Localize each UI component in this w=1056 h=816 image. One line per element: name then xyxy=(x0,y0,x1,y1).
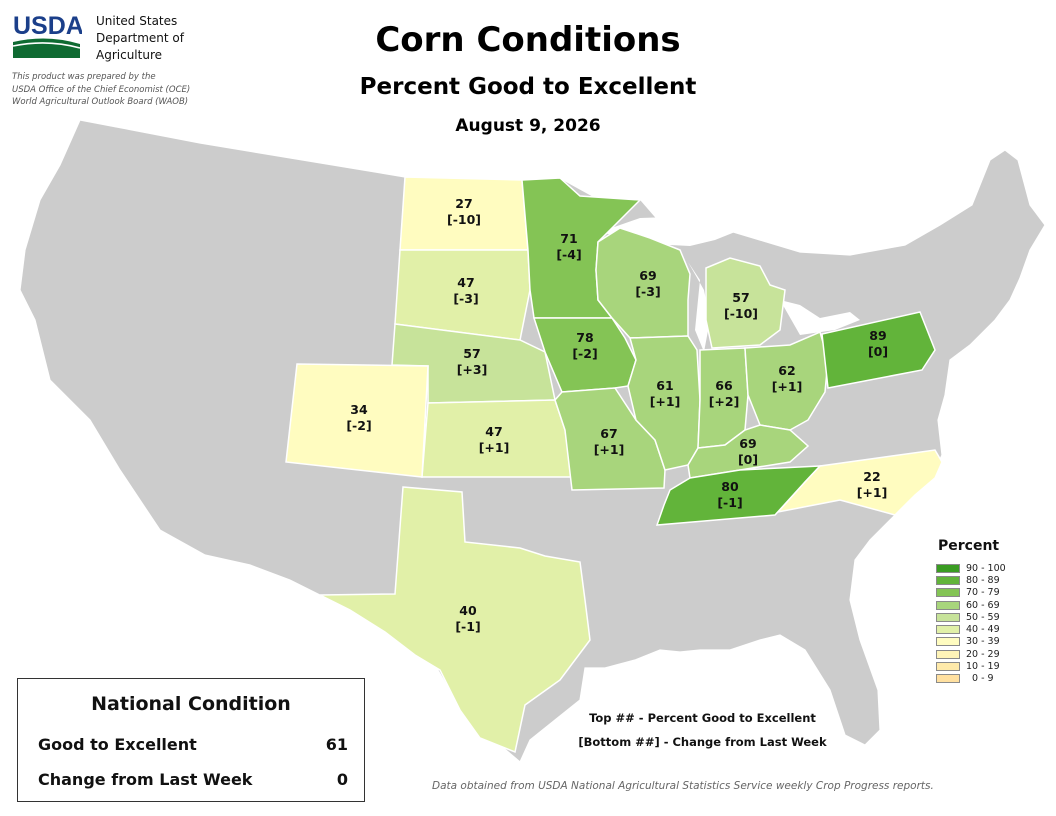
legend: Percent 90 - 100 80 - 89 70 - 79 60 - 69 50 … xyxy=(936,538,1006,685)
legend-swatch xyxy=(936,588,960,598)
national-condition-title: National Condition xyxy=(91,693,291,715)
legend-swatch xyxy=(936,674,960,684)
state-labels: 27 [-10] 47 [-3] 57 [+3] 47 [+1] 34 [-2] 40 [-… xyxy=(346,196,888,634)
legend-item: 50 - 59 xyxy=(936,611,1006,623)
legend-swatch xyxy=(936,662,960,672)
legend-swatch xyxy=(936,612,960,622)
state-north-carolina[interactable] xyxy=(775,449,943,516)
label-indiana: 66 [+2] xyxy=(709,378,740,409)
good-to-excellent-label: Good to Excellent xyxy=(38,735,197,754)
legend-label: 10 - 19 xyxy=(966,661,1000,673)
label-missouri: 67 [+1] xyxy=(594,426,625,457)
label-nebraska: 57 [+3] xyxy=(457,346,488,377)
legend-label: 60 - 69 xyxy=(966,599,1000,611)
legend-swatch xyxy=(936,637,960,647)
national-condition-box: National Condition Good to Excellent 61 … xyxy=(17,678,365,802)
legend-item: 40 - 49 xyxy=(936,623,1006,635)
label-iowa: 78 [-2] xyxy=(572,330,597,361)
legend-item: 20 - 29 xyxy=(936,648,1006,660)
agency-line-1: United States xyxy=(96,14,178,28)
credit-text: This product was prepared by the USDA Of… xyxy=(12,71,190,109)
legend-swatch xyxy=(936,600,960,610)
legend-label: 70 - 79 xyxy=(966,587,1000,599)
label-illinois: 61 [+1] xyxy=(650,378,681,409)
label-minnesota: 71 [-4] xyxy=(556,231,581,262)
state-wisconsin[interactable] xyxy=(595,227,691,339)
change-from-last-week-value: 0 xyxy=(336,770,348,789)
colored-states xyxy=(285,176,943,754)
map-title: Corn Conditions xyxy=(375,20,681,60)
credit-line-2: USDA Office of the Chief Economist (OCE) xyxy=(12,84,191,95)
state-texas[interactable] xyxy=(319,486,591,754)
label-wisconsin: 69 [-3] xyxy=(635,268,660,299)
legend-item: 70 - 79 xyxy=(936,587,1006,599)
label-kansas: 47 [+1] xyxy=(479,424,510,455)
legend-label: 50 - 59 xyxy=(966,611,1000,623)
legend-swatch xyxy=(936,625,960,635)
label-pennsylvania: 89 [0] xyxy=(868,328,888,359)
change-from-last-week-label: Change from Last Week xyxy=(38,770,253,789)
label-colorado: 34 [-2] xyxy=(346,402,371,433)
state-colorado[interactable] xyxy=(285,363,429,478)
lake-michigan xyxy=(688,262,710,352)
credit-line-3: World Agricultural Outlook Board (WAOB) xyxy=(12,97,189,107)
legend-label: 30 - 39 xyxy=(966,636,1000,648)
legend-label: 40 - 49 xyxy=(966,624,1000,636)
label-texas: 40 [-1] xyxy=(455,603,480,634)
label-tennessee: 80 [-1] xyxy=(717,479,742,510)
usda-logo: USDA xyxy=(12,12,82,58)
key-top-text: Top ## - Percent Good to Excellent xyxy=(589,711,816,725)
state-south-dakota[interactable] xyxy=(394,249,531,341)
legend-item: 80 - 89 xyxy=(936,574,1006,586)
lake-erie xyxy=(780,300,860,335)
legend-swatch xyxy=(936,563,960,573)
legend-item: 30 - 39 xyxy=(936,636,1006,648)
legend-title: Percent xyxy=(938,538,1000,554)
legend-label: 90 - 100 xyxy=(966,562,1006,574)
map-subtitle: Percent Good to Excellent xyxy=(359,74,697,100)
label-michigan: 57 [-10] xyxy=(724,290,758,321)
legend-label: 0 - 9 xyxy=(966,673,994,685)
legend-item: 0 - 9 xyxy=(936,673,1006,685)
agency-line-2: Department of xyxy=(96,31,184,45)
label-south-dakota: 47 [-3] xyxy=(453,275,478,306)
label-north-dakota: 27 [-10] xyxy=(447,196,481,227)
good-to-excellent-row: Good to Excellent 61 xyxy=(38,735,348,754)
change-from-last-week-row: Change from Last Week 0 xyxy=(38,770,348,789)
label-north-carolina: 22 [+1] xyxy=(857,469,888,500)
label-ohio: 62 [+1] xyxy=(772,363,803,394)
credit-line-1: This product was prepared by the xyxy=(12,72,156,82)
legend-item: 10 - 19 xyxy=(936,660,1006,672)
good-to-excellent-value: 61 xyxy=(325,735,348,754)
svg-text:USDA: USDA xyxy=(13,12,82,40)
state-pennsylvania[interactable] xyxy=(821,311,936,389)
state-ohio[interactable] xyxy=(744,330,829,431)
source-note: Data obtained from USDA National Agricul… xyxy=(432,780,934,792)
legend-items: 90 - 100 80 - 89 70 - 79 60 - 69 50 - 59 40 -… xyxy=(936,562,1006,685)
agency-name: United States Department of Agriculture xyxy=(96,13,184,64)
state-kentucky[interactable] xyxy=(687,424,810,479)
label-kentucky: 69 [0] xyxy=(738,436,758,467)
legend-label: 80 - 89 xyxy=(966,574,1000,586)
key-bottom-text: [Bottom ##] - Change from Last Week xyxy=(578,735,827,749)
map-date: August 9, 2026 xyxy=(455,116,601,136)
agency-line-3: Agriculture xyxy=(96,48,162,62)
state-michigan[interactable] xyxy=(705,257,786,349)
legend-item: 90 - 100 xyxy=(936,562,1006,574)
legend-swatch xyxy=(936,575,960,585)
legend-swatch xyxy=(936,649,960,659)
state-illinois[interactable] xyxy=(627,335,701,471)
legend-item: 60 - 69 xyxy=(936,599,1006,611)
legend-label: 20 - 29 xyxy=(966,648,1000,660)
